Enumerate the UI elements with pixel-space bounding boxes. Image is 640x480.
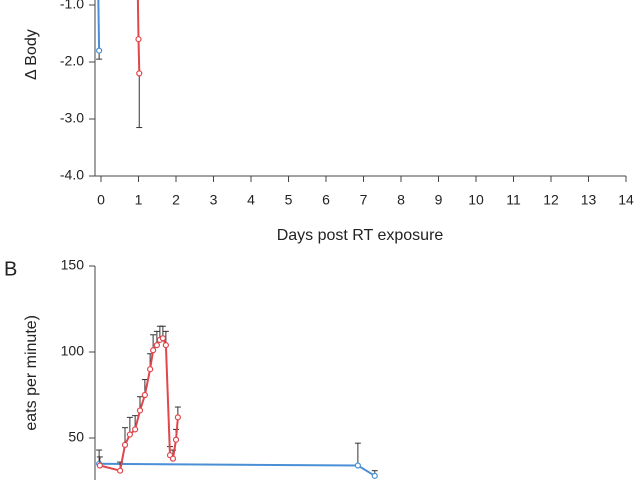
x-axis-title: Days post RT exposure — [277, 227, 444, 244]
y-tick-label: 150 — [61, 257, 85, 273]
point — [169, 455, 177, 462]
point — [136, 407, 144, 414]
x-tick-label: 7 — [360, 192, 368, 208]
point — [162, 342, 169, 349]
point — [121, 441, 129, 448]
point — [141, 391, 148, 399]
point — [135, 36, 142, 43]
point — [126, 431, 133, 438]
point — [96, 462, 103, 469]
y-axis-title: eats per minute) — [23, 315, 40, 431]
x-tick-label: 10 — [468, 192, 484, 208]
point — [132, 426, 139, 433]
x-tick-label: 0 — [97, 192, 105, 208]
x-tick-label: 12 — [543, 192, 559, 208]
point — [147, 366, 154, 373]
y-tick-label: -4.0 — [60, 167, 84, 183]
y-tick-label: -3.0 — [60, 110, 84, 126]
x-tick-label: 5 — [285, 192, 293, 208]
y-tick-label: -2.0 — [60, 53, 84, 69]
x-tick-label: 2 — [172, 192, 180, 208]
y-axis-title: Δ Body — [23, 29, 40, 80]
x-tick-label: 9 — [435, 192, 443, 208]
x-tick-label: 8 — [397, 192, 405, 208]
point — [150, 347, 157, 354]
point — [371, 472, 378, 479]
panel-label: B — [4, 258, 17, 280]
y-tick-label: 100 — [61, 343, 85, 359]
x-tick-label: 3 — [210, 192, 218, 208]
point — [159, 335, 166, 342]
point — [354, 462, 361, 469]
x-tick-label: 6 — [322, 192, 330, 208]
x-tick-label: 14 — [618, 192, 634, 208]
point — [153, 342, 160, 349]
y-tick-label: -1.0 — [60, 0, 84, 12]
series-line — [97, 0, 101, 51]
point — [136, 70, 143, 77]
point — [117, 467, 124, 474]
x-tick-label: 11 — [506, 192, 521, 208]
point — [172, 436, 180, 443]
point — [174, 414, 181, 421]
y-tick-label: 50 — [68, 429, 84, 445]
x-tick-label: 1 — [135, 192, 143, 208]
x-tick-label: 13 — [581, 192, 597, 208]
x-tick-label: 4 — [247, 192, 255, 208]
point — [96, 47, 103, 54]
